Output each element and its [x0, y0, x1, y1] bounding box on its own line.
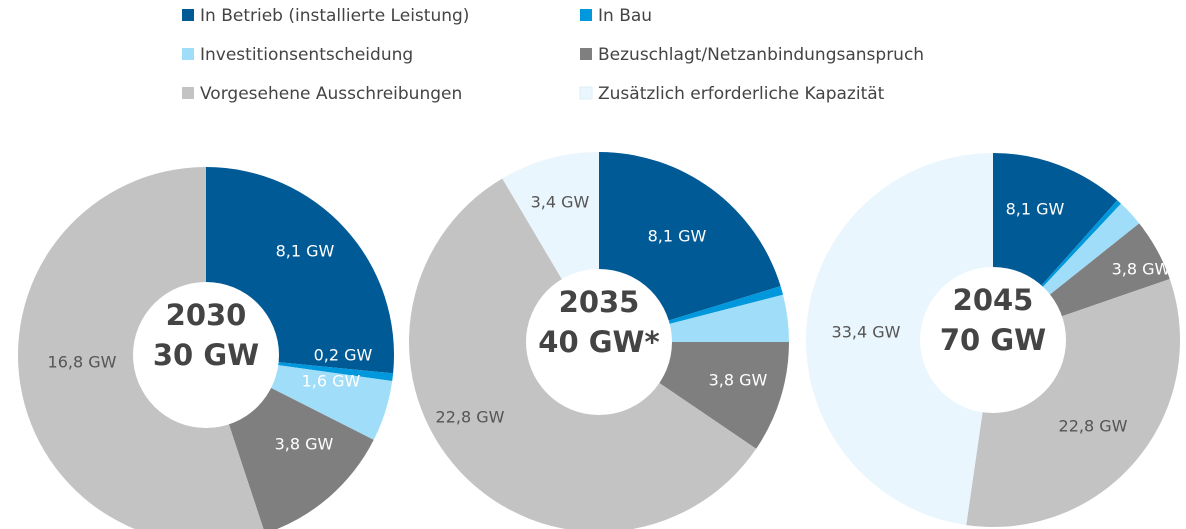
legend-label: Zusätzlich erforderliche Kapazität — [598, 84, 885, 104]
legend-swatch — [580, 48, 592, 60]
center-total: 40 GW* — [538, 325, 659, 359]
legend-label: In Bau — [598, 6, 652, 26]
donut-hole — [920, 267, 1066, 413]
data-label: 3,4 GW — [531, 193, 590, 212]
center-total: 70 GW — [940, 323, 1046, 357]
donut-hole — [133, 282, 279, 428]
donut-hole — [526, 269, 672, 415]
legend-swatch — [182, 87, 194, 99]
legend-label: Investitionsentscheidung — [200, 45, 413, 65]
data-label: 8,1 GW — [1006, 200, 1065, 219]
data-label: 3,8 GW — [275, 435, 334, 454]
legend-swatch — [579, 86, 593, 100]
legend-swatch — [182, 48, 194, 60]
data-label: 22,8 GW — [436, 408, 505, 427]
data-label: 3,8 GW — [709, 371, 768, 390]
pie-slice — [805, 153, 993, 526]
data-label: 3,8 GW — [1112, 260, 1171, 279]
data-label: 16,8 GW — [48, 353, 117, 372]
center-total: 30 GW — [153, 338, 259, 372]
legend-swatch — [580, 9, 592, 21]
legend-label: Vorgesehene Ausschreibungen — [200, 84, 462, 104]
data-label: 22,8 GW — [1059, 417, 1128, 436]
center-year: 2035 — [559, 285, 640, 319]
legend-label: Bezuschlagt/Netzanbindungsanspruch — [598, 45, 924, 65]
data-label: 0,2 GW — [314, 346, 373, 365]
data-label: 33,4 GW — [832, 323, 901, 342]
legend-label: In Betrieb (installierte Leistung) — [200, 6, 469, 26]
center-year: 2030 — [166, 298, 247, 332]
data-label: 1,6 GW — [302, 372, 361, 391]
data-label: 8,1 GW — [276, 242, 335, 261]
center-year: 2045 — [953, 283, 1034, 317]
legend-swatch — [182, 9, 194, 21]
data-label: 8,1 GW — [648, 227, 707, 246]
